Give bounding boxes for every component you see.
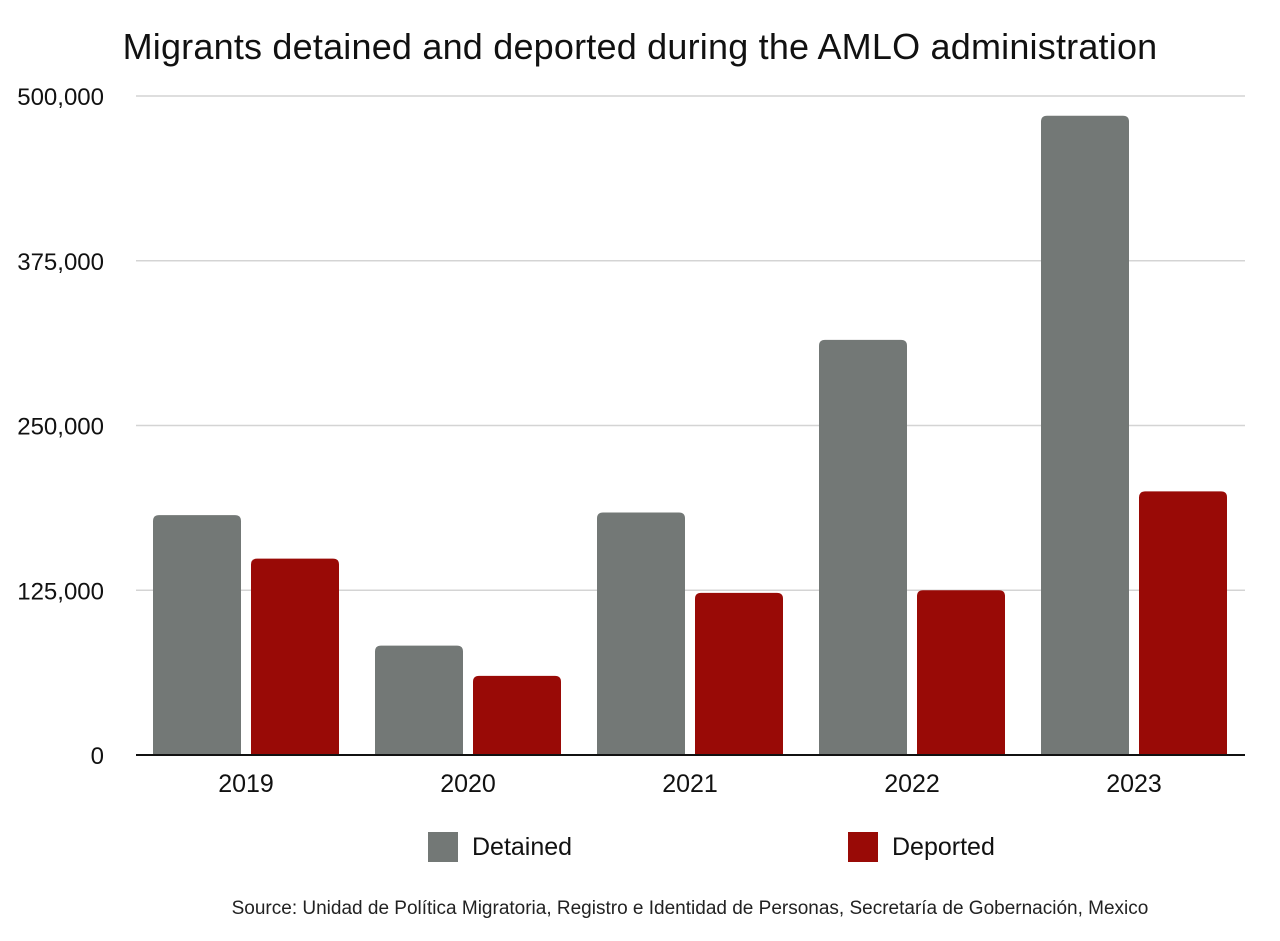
legend-label-detained: Detained (472, 832, 573, 861)
legend: Detained Deported (0, 830, 1280, 864)
legend-item-detained: Detained (428, 830, 572, 864)
bar-deported-2022 (917, 590, 1005, 755)
chart-title: Migrants detained and deported during th… (122, 26, 1158, 67)
x-tick-label: 2021 (662, 770, 718, 798)
y-tick-label: 375,000 (17, 249, 104, 276)
x-tick-label: 2022 (884, 770, 940, 798)
y-tick-label: 250,000 (17, 414, 104, 441)
bar-deported-2019 (251, 558, 339, 755)
bar-detained-2022 (819, 339, 907, 755)
legend-label-deported: Deported (892, 832, 995, 861)
y-tick-label: 0 (91, 743, 104, 770)
source-note: Source: Unidad de Política Migratoria, R… (231, 898, 1149, 919)
y-tick-label: 125,000 (17, 578, 104, 605)
bar-detained-2023 (1041, 115, 1129, 755)
y-tick-label: 500,000 (17, 84, 104, 111)
bar-deported-2020 (473, 675, 561, 755)
bar-detained-2021 (597, 512, 685, 755)
legend-item-deported: Deported (848, 830, 995, 864)
legend-swatch-detained (428, 832, 458, 862)
bar-detained-2020 (375, 645, 463, 755)
x-tick-label: 2019 (218, 770, 274, 798)
legend-swatch-deported (848, 832, 878, 862)
x-tick-label: 2023 (1106, 770, 1162, 798)
bar-detained-2019 (153, 515, 241, 755)
x-tick-label: 2020 (440, 770, 496, 798)
bar-deported-2021 (695, 592, 783, 755)
bar-deported-2023 (1139, 491, 1227, 755)
